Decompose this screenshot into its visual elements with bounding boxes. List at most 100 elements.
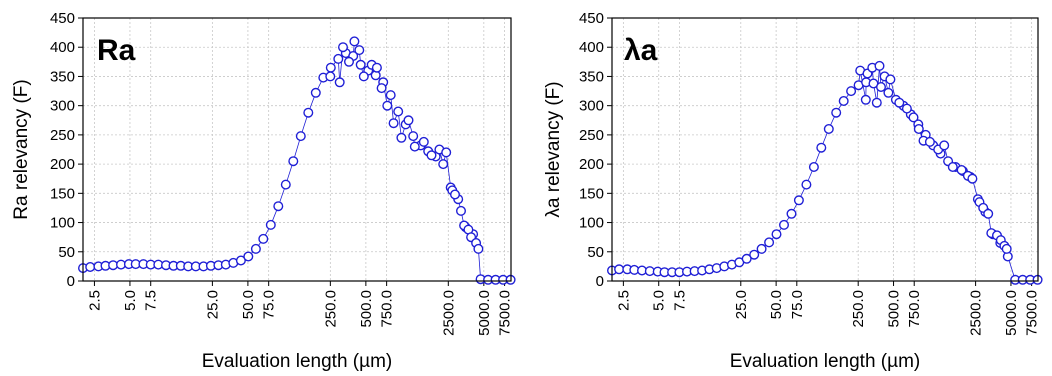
y-tick-label: 0 [596, 273, 604, 290]
data-point [786, 208, 797, 219]
data-point [358, 71, 369, 82]
data-point [258, 233, 269, 244]
data-point [874, 60, 885, 71]
y-tick-label: 250 [579, 127, 604, 144]
data-point [901, 103, 912, 114]
data-point [235, 255, 246, 266]
data-point [860, 94, 871, 105]
x-tick-label: 500.0 [886, 290, 903, 328]
data-point [403, 115, 414, 126]
x-tick-label: 5000.0 [1003, 290, 1020, 336]
y-axis-title: Ra relevancy (F) [11, 79, 32, 219]
y-tick-label: 400 [579, 39, 604, 56]
data-point [947, 161, 958, 172]
data-point [385, 90, 396, 101]
chart-ra: 0 50 100 150 200 250 300 350 400 450 2.5 5.0 7.5 25.0… [11, 10, 516, 372]
x-tick-label: 5.0 [122, 290, 139, 311]
data-point [408, 131, 419, 142]
data-point [243, 251, 254, 262]
y-tick-label: 300 [50, 98, 75, 115]
data-point [749, 249, 760, 260]
x-tick-label: 750.0 [906, 290, 923, 328]
data-point [801, 179, 812, 190]
chart-label: λa [624, 34, 658, 67]
x-tick-label: 7.5 [671, 290, 688, 311]
data-point [376, 83, 387, 94]
y-axis-title: λa relevancy (F) [543, 81, 564, 217]
data-point [913, 123, 924, 134]
data-point [393, 106, 404, 117]
x-tick-label: 2.5 [86, 290, 103, 311]
y-tick-label: 100 [579, 215, 604, 232]
data-point [741, 253, 752, 264]
data-point [983, 208, 994, 219]
data-point [325, 71, 336, 82]
data-point [756, 243, 767, 254]
data-point [355, 59, 366, 70]
data-point [396, 132, 407, 143]
x-tick-label: 75.0 [261, 290, 278, 319]
x-tick-label: 50.0 [768, 290, 785, 319]
x-tick-label: 2500.0 [440, 290, 457, 336]
data-point [426, 150, 437, 161]
data-point [771, 229, 782, 240]
x-tick-label: 25.0 [204, 290, 221, 319]
data-point [280, 179, 291, 190]
data-point [371, 62, 382, 73]
data-point [956, 164, 967, 175]
data-point [288, 156, 299, 167]
data-point [295, 131, 306, 142]
data-point [871, 97, 882, 108]
x-tick-label: 7500.0 [1024, 290, 1041, 336]
y-tick-label: 150 [579, 185, 604, 202]
y-tick-label: 350 [579, 68, 604, 85]
data-point [876, 81, 887, 92]
data-point [967, 173, 978, 184]
x-tick-label: 250.0 [322, 290, 339, 328]
x-axis-title: Evaluation length (µm) [730, 351, 920, 372]
data-point [382, 100, 393, 111]
x-tick-label: 7.5 [143, 290, 160, 311]
y-tick-label: 50 [58, 244, 75, 261]
y-tick-label: 200 [579, 156, 604, 173]
y-tick-label: 400 [50, 39, 75, 56]
x-tick-label: 25.0 [733, 290, 750, 319]
plot-frame [82, 17, 512, 282]
x-tick-label: 7500.0 [497, 290, 514, 336]
data-point [846, 86, 857, 97]
x-tick-label: 75.0 [789, 290, 806, 319]
data-point [333, 53, 344, 64]
data-point [924, 136, 935, 147]
y-tick-label: 200 [50, 156, 75, 173]
data-point [349, 36, 360, 47]
y-tick-label: 450 [50, 10, 75, 27]
y-tick-label: 100 [50, 215, 75, 232]
data-point [883, 87, 894, 98]
y-tick-label: 150 [50, 185, 75, 202]
data-point [409, 141, 420, 152]
data-point [438, 159, 449, 170]
data-point [614, 264, 625, 275]
plot-frame [611, 17, 1039, 282]
data-point [265, 219, 276, 230]
x-tick-label: 5.0 [651, 290, 668, 311]
data-point [418, 136, 429, 147]
data-point [85, 262, 96, 273]
x-tick-label: 2500.0 [968, 290, 985, 336]
y-tick-label: 250 [50, 127, 75, 144]
data-point [456, 205, 467, 216]
data-point [303, 107, 314, 118]
chart-lambda-a-svg: 0 50 100 150 200 250 300 350 400 450 2.5 5.0 7.5 25.0… [543, 10, 1043, 372]
data-point [273, 201, 284, 212]
data-point [764, 237, 775, 248]
y-tick-label: 300 [579, 98, 604, 115]
data-point [338, 42, 349, 53]
data-point [388, 118, 399, 129]
data-point [354, 45, 365, 56]
data-point [894, 97, 905, 108]
data-point [885, 74, 896, 85]
data-point [334, 77, 345, 88]
x-tick-label: 50.0 [240, 290, 257, 319]
data-point [473, 243, 484, 254]
x-tick-label: 250.0 [850, 290, 867, 328]
